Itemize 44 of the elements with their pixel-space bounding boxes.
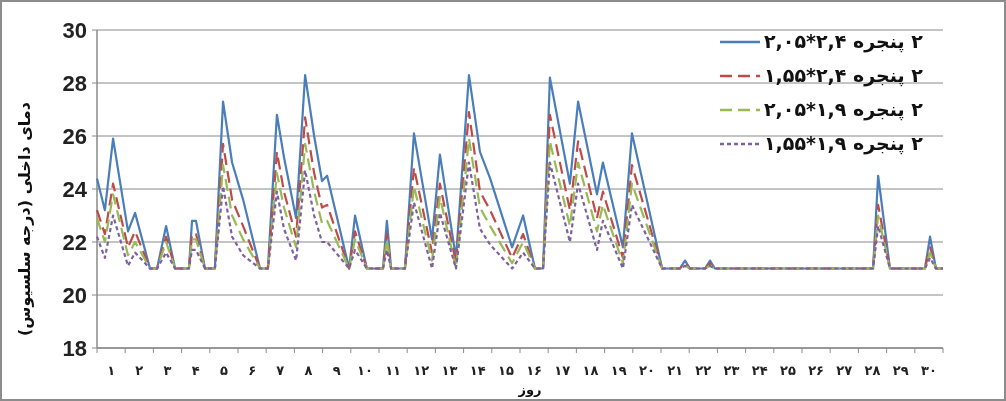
x-tick-label: ۳ xyxy=(163,363,172,378)
legend-label: ۲ پنجره ۱,۹*۱,۵۵ xyxy=(764,132,924,155)
x-tick-label: ۲۱ xyxy=(667,363,684,378)
x-tick-label: ۲۶ xyxy=(808,363,825,378)
legend-label: ۲ پنجره ۲,۴*۲,۰۵ xyxy=(764,30,924,53)
y-tick-label: 20 xyxy=(62,283,87,308)
x-tick-label: ۲۰ xyxy=(638,363,655,378)
x-tick-label: ۸ xyxy=(304,363,313,378)
x-tick-label: ۹ xyxy=(332,363,341,378)
x-tick-label: ۲۳ xyxy=(723,363,740,378)
legend-label: ۲ پنجره ۱,۹*۲,۰۵ xyxy=(764,98,924,121)
x-tick-label: ۱۶ xyxy=(526,363,543,378)
legend-label: ۲ پنجره ۲,۴*۱,۵۵ xyxy=(764,64,924,87)
x-tick-label: ۵ xyxy=(219,363,228,378)
x-tick-label: ۱۴ xyxy=(469,363,486,378)
x-tick-label: ۲۵ xyxy=(779,363,796,378)
x-tick-label: ۱۵ xyxy=(497,363,514,378)
x-tick-label: ۲۷ xyxy=(836,363,853,378)
x-tick-label: ۲۴ xyxy=(751,363,768,378)
x-tick-label: ۳۰ xyxy=(920,363,937,378)
x-tick-label: ۱۰ xyxy=(356,363,373,378)
y-tick-label: 30 xyxy=(62,18,87,43)
x-axis-title: روز xyxy=(517,382,542,397)
x-tick-label: ۶ xyxy=(248,363,257,378)
y-tick-label: 18 xyxy=(62,336,87,361)
x-tick-label: ۱۲ xyxy=(413,363,430,378)
y-axis-title: دمای داخلی (درجه سلسیوس) xyxy=(15,102,34,336)
x-tick-label: ۱۷ xyxy=(554,363,571,378)
y-tick-label: 28 xyxy=(62,71,87,96)
x-tick-label: ۲۹ xyxy=(892,363,909,378)
x-tick-label: ۴ xyxy=(191,363,200,378)
line-series xyxy=(95,161,945,270)
x-tick-label: ۲۸ xyxy=(864,363,881,378)
y-tick-label: 22 xyxy=(62,230,87,255)
y-tick-label: 24 xyxy=(62,177,88,202)
x-tick-label: ۷ xyxy=(276,363,285,378)
x-tick-label: ۱۱ xyxy=(385,363,402,378)
y-tick-label: 26 xyxy=(62,124,87,149)
x-tick-label: ۱ xyxy=(107,363,116,378)
x-tick-label: ۱۹ xyxy=(610,363,627,378)
x-tick-label: ۱۳ xyxy=(441,363,458,378)
x-tick-label: ۲ xyxy=(135,363,144,378)
x-tick-label: ۲۲ xyxy=(695,363,712,378)
x-tick-label: ۱۸ xyxy=(582,363,599,378)
